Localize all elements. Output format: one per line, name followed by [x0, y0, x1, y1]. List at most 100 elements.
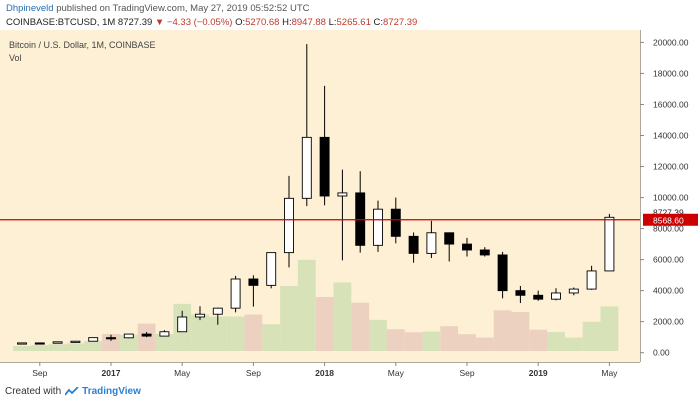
volume-bar — [297, 259, 316, 351]
price-level-badge — [643, 213, 698, 226]
candle-down[interactable] — [390, 208, 401, 237]
volume-bar — [511, 312, 530, 351]
tradingview-logo-icon — [65, 387, 79, 396]
price-axis[interactable]: 20000.00 18000.00 16000.00 14000.00 12000.00… — [640, 37, 698, 358]
candle-down[interactable] — [462, 243, 472, 251]
volume-bar — [84, 341, 103, 351]
candle-down[interactable] — [497, 254, 508, 292]
volume-bar — [30, 345, 49, 351]
price-change: ▼ −4.33 (−0.05%) — [154, 17, 233, 28]
chart-title: Bitcoin / U.S. Dollar, 1M, COINBASE — [9, 40, 156, 50]
candle-up[interactable] — [88, 337, 99, 342]
candle-up[interactable] — [266, 252, 277, 286]
candle-bodies — [17, 136, 615, 345]
tradingview-brand[interactable]: TradingView — [65, 386, 141, 397]
created-with-text: Created with — [5, 386, 62, 397]
candle-up[interactable] — [284, 197, 294, 254]
x-tick-label: 2018 — [315, 368, 334, 378]
volume-bar — [600, 306, 619, 351]
volume-bar — [547, 332, 565, 351]
candle-up[interactable] — [177, 316, 188, 333]
candle-up[interactable] — [373, 208, 383, 246]
volume-bar — [529, 329, 548, 351]
candle-down[interactable] — [533, 294, 544, 300]
y-tick-label: 20000.00 — [653, 37, 689, 47]
x-tick-label: May — [174, 368, 191, 378]
published-text: published on TradingView.com, May 27, 20… — [56, 3, 310, 14]
candle-up[interactable] — [551, 292, 561, 300]
volume-bar — [208, 316, 227, 351]
y-tick-label: 10000.00 — [653, 193, 689, 203]
volume-bar — [458, 334, 476, 351]
volume-bar — [66, 343, 85, 351]
last-price: 8727.39 — [117, 17, 153, 28]
volume-bar — [333, 282, 352, 351]
candle-down[interactable] — [444, 232, 455, 245]
open-label: O: — [235, 17, 246, 28]
volume-bars — [13, 259, 619, 351]
volume-bar — [564, 337, 583, 351]
candle-up[interactable] — [159, 331, 170, 337]
volume-bar — [386, 329, 405, 351]
candle-up[interactable] — [586, 270, 597, 290]
volume-bar — [155, 334, 174, 351]
tradingview-brand-label: TradingView — [82, 386, 141, 397]
candle-up[interactable] — [52, 341, 63, 344]
candle-down[interactable] — [479, 249, 490, 256]
x-tick-label: 2017 — [102, 368, 121, 378]
candle-up[interactable] — [301, 136, 312, 199]
x-tick-label: May — [388, 368, 405, 378]
footer: Created with TradingView — [5, 386, 141, 397]
close-value: 8727.39 — [383, 17, 418, 28]
candle-up[interactable] — [230, 278, 241, 309]
volume-bar — [351, 302, 370, 351]
author-name[interactable]: Dhpineveld — [6, 3, 54, 14]
x-tick-label: May — [601, 368, 618, 378]
close-label: C: — [373, 17, 384, 28]
y-tick-label: 0.00 — [653, 348, 670, 358]
candle-up[interactable] — [568, 288, 579, 294]
high-label: H: — [282, 17, 292, 28]
price-level-label: 8568.60 — [653, 215, 684, 225]
candle-down[interactable] — [34, 342, 45, 345]
volume-bar — [13, 346, 31, 351]
volume-bar — [404, 332, 423, 351]
candle-up[interactable] — [17, 342, 27, 345]
x-tick-label: Sep — [32, 368, 47, 378]
volume-bar — [262, 324, 281, 351]
candle-up[interactable] — [123, 333, 134, 339]
price-chart[interactable]: 20000.00 18000.00 16000.00 14000.00 12000.00… — [0, 30, 700, 383]
time-axis[interactable]: Sep 2017 May Sep 2018 May Sep 2019 May — [32, 362, 618, 378]
x-tick-label: Sep — [459, 368, 474, 378]
low-label: L: — [328, 17, 337, 28]
candle-down[interactable] — [319, 136, 330, 197]
candle-up[interactable] — [604, 216, 615, 272]
volume-bar — [475, 337, 494, 351]
volume-label: Vol — [9, 53, 22, 63]
volume-bar — [369, 319, 387, 351]
y-tick-label: 8000.00 — [653, 224, 684, 234]
volume-bar — [48, 344, 67, 351]
high-value: 8947.88 — [291, 17, 326, 28]
candle-up[interactable] — [195, 313, 205, 318]
candle-down[interactable] — [106, 337, 116, 340]
candle-down[interactable] — [408, 235, 419, 254]
y-tick-label: 6000.00 — [653, 255, 684, 265]
volume-bar — [226, 316, 245, 351]
volume-bar — [440, 326, 459, 351]
volume-bar — [191, 314, 209, 351]
publish-line: Dhpineveld published on TradingView.com,… — [6, 3, 310, 14]
candle-up[interactable] — [337, 192, 348, 197]
volume-bar — [137, 323, 156, 351]
x-tick-label: Sep — [246, 368, 261, 378]
candle-up[interactable] — [426, 232, 437, 254]
candle-down[interactable] — [248, 278, 259, 286]
candle-down[interactable] — [141, 333, 152, 337]
last-price-axis-label: 8727.39 — [653, 207, 684, 217]
candle-down[interactable] — [515, 290, 526, 296]
y-tick-label: 14000.00 — [653, 130, 689, 140]
candle-up[interactable] — [70, 340, 81, 343]
candle-up[interactable] — [212, 307, 223, 315]
volume-bar — [582, 321, 601, 351]
y-tick-label: 2000.00 — [653, 317, 684, 327]
